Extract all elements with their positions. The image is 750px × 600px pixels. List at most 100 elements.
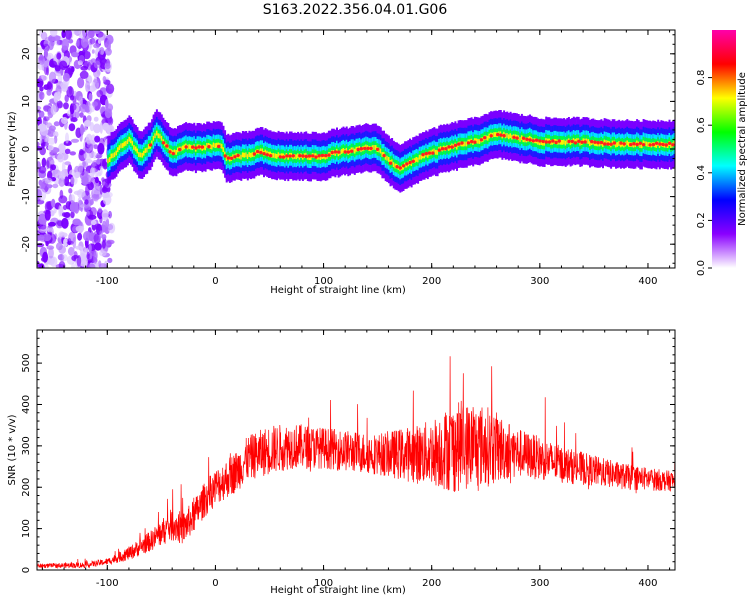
ridge-peak: [437, 148, 441, 152]
x-tick-label: 200: [422, 276, 441, 287]
noise-speckle: [42, 251, 48, 263]
ridge-cell: [144, 148, 147, 153]
ridge-cell: [180, 146, 183, 152]
noise-speckle: [39, 183, 46, 190]
noise-speckle: [93, 43, 100, 49]
ridge-cell: [220, 143, 223, 149]
snr-x-label: Height of straight line (km): [270, 585, 406, 596]
ridge-cell: [507, 134, 510, 140]
ridge-cell: [212, 142, 215, 148]
noise-speckle: [61, 30, 66, 39]
ridge-cell: [540, 140, 543, 145]
noise-speckle: [93, 30, 101, 35]
noise-speckle: [41, 157, 47, 168]
ridge-cell: [146, 147, 149, 153]
noise-speckle: [70, 211, 75, 219]
ridge-cell: [415, 157, 418, 162]
ridge-cell: [277, 152, 280, 158]
noise-speckle: [86, 251, 90, 260]
ridge-peak: [382, 153, 386, 158]
ridge-peak: [512, 135, 516, 139]
noise-speckle: [98, 39, 102, 44]
noise-speckle: [47, 145, 54, 151]
noise-speckle: [99, 47, 105, 55]
ridge-peak: [424, 151, 428, 156]
ridge-cell: [246, 154, 249, 159]
y-tick-label: -20: [21, 236, 32, 252]
noise-speckle: [42, 43, 50, 52]
ridge-cell: [342, 148, 345, 153]
ridge-cell: [345, 147, 348, 153]
ridge-cell: [177, 147, 179, 153]
colorbar-tick-label: 0.6: [696, 117, 707, 133]
noise-speckle: [46, 89, 52, 96]
noise-speckle: [42, 233, 52, 242]
ridge-cell: [310, 155, 312, 160]
noise-speckle: [43, 116, 50, 121]
noise-speckle: [60, 255, 64, 267]
noise-speckle: [86, 143, 94, 149]
noise-speckle: [54, 65, 61, 72]
ridge-cell: [524, 137, 527, 143]
ridge-cell: [248, 152, 251, 157]
noise-speckle: [87, 61, 92, 71]
noise-speckle: [78, 162, 84, 174]
ridge-cell: [175, 150, 178, 155]
noise-speckle: [79, 70, 89, 79]
noise-speckle: [37, 55, 45, 65]
noise-speckle: [101, 187, 108, 194]
ridge-peak: [606, 142, 610, 146]
ridge-cell: [537, 139, 540, 145]
ridge-cell: [509, 133, 512, 139]
ridge-cell: [110, 153, 113, 159]
noise-speckle: [94, 135, 101, 143]
noise-speckle: [83, 152, 92, 160]
ridge-cell: [569, 140, 572, 146]
noise-speckle: [101, 240, 106, 249]
noise-speckle: [68, 123, 76, 132]
noise-speckle: [96, 158, 101, 165]
ridge-cell: [587, 139, 590, 144]
x-tick-label: 200: [422, 578, 441, 589]
ridge-cell: [611, 140, 614, 146]
ridge-peak: [161, 141, 166, 145]
noise-speckle: [53, 92, 58, 104]
ridge-cell: [478, 139, 481, 144]
noise-speckle: [37, 141, 40, 147]
ridge-peak: [531, 139, 535, 143]
ridge-cell: [358, 146, 361, 151]
ridge-cell: [113, 152, 116, 158]
ridge-cell: [125, 141, 128, 146]
noise-speckle: [41, 138, 45, 150]
ridge-peak: [538, 139, 542, 143]
ridge-cell: [647, 142, 650, 147]
ridge-cell: [645, 141, 648, 147]
ridge-peak: [327, 153, 331, 157]
ridge-peak: [557, 139, 561, 143]
noise-speckle: [86, 210, 90, 216]
ridge-peak: [369, 146, 373, 151]
ridge-cell: [644, 141, 647, 146]
noise-speckle: [63, 212, 71, 218]
ridge-cell: [261, 148, 264, 154]
ridge-peak: [502, 134, 506, 138]
ridge-cell: [529, 135, 531, 141]
noise-speckle: [74, 110, 80, 119]
ridge-cell: [413, 158, 416, 163]
noise-speckle: [83, 119, 92, 127]
ridge-cell: [141, 152, 144, 158]
ridge-peak: [217, 144, 221, 149]
noise-speckle: [61, 217, 69, 229]
ridge-cell: [486, 135, 489, 141]
noise-speckle: [63, 102, 69, 110]
noise-speckle: [48, 71, 57, 84]
noise-speckle: [107, 257, 113, 264]
ridge-cell: [120, 143, 123, 149]
colorbar-ticks: 0.0 0.2 0.4 0.6 0.8: [696, 70, 712, 276]
noise-speckle: [88, 92, 93, 102]
noise-speckle: [37, 189, 42, 198]
noise-speckle: [104, 63, 111, 70]
ridge-peak: [408, 160, 412, 165]
ridge-cell: [469, 139, 471, 145]
ridge-cell: [595, 141, 598, 147]
